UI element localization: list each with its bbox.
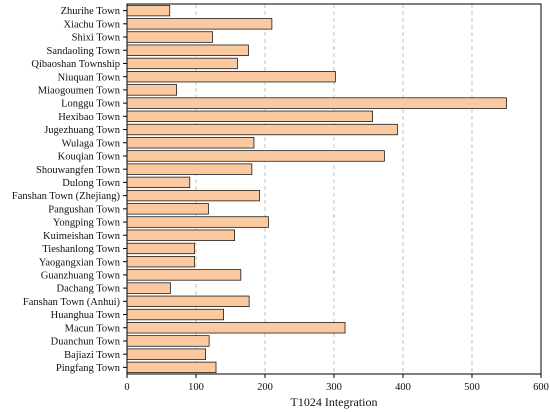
bar-8	[126, 110, 373, 122]
y-tick-label-10: Wulaga Town	[62, 138, 121, 149]
bar-15	[126, 203, 209, 215]
y-tick-label-27: Pingfang Town	[56, 363, 121, 374]
y-tick-label-26: Bajiazi Town	[64, 350, 121, 361]
y-tick-label-14: Fanshan Town (Zhejiang)	[12, 191, 121, 202]
y-tick-label-8: Hexibao Town	[58, 112, 121, 123]
x-tick-label-200: 200	[257, 382, 273, 393]
y-tick-label-9: Jugezhuang Town	[44, 125, 121, 136]
y-tick-label-23: Huanghua Town	[51, 310, 121, 321]
bar-2	[126, 31, 213, 43]
bar-0	[126, 4, 171, 17]
y-tick-label-4: Qibaoshan Township	[31, 59, 120, 70]
bar-27	[126, 361, 217, 374]
bar-21	[126, 282, 171, 294]
x-tick-label-600: 600	[533, 382, 549, 393]
y-tick-label-19: Yaogangxian Town	[39, 257, 121, 268]
y-tick-label-16: Yongping Town	[53, 218, 121, 229]
bars	[126, 4, 507, 374]
y-tick-label-15: Pangushan Town	[48, 204, 120, 215]
bar-16	[126, 216, 269, 228]
y-tick-label-18: Tieshanlong Town	[42, 244, 120, 255]
bar-11	[126, 150, 385, 162]
y-tick-label-17: Kuimeishan Town	[43, 231, 121, 242]
x-tick-label-100: 100	[188, 382, 204, 393]
y-tick-label-3: Sandaoling Town	[47, 46, 121, 57]
bar-6	[126, 84, 178, 96]
y-tick-label-20: Guanzhuang Town	[41, 270, 121, 281]
y-tick-label-25: Duanchun Town	[51, 337, 121, 348]
bar-20	[126, 269, 242, 281]
bar-12	[126, 163, 253, 175]
y-tick-label-12: Shouwangfen Town	[36, 165, 121, 176]
x-tick-label-500: 500	[464, 382, 480, 393]
y-tick-label-11: Kouqian Town	[58, 152, 121, 163]
y-tick-label-0: Zhurihe Town	[61, 6, 121, 17]
x-axis-ticks: 0 100 200 300 400 500 600	[124, 374, 549, 393]
bar-4	[126, 57, 238, 70]
y-tick-label-13: Dulong Town	[62, 178, 120, 189]
bar-24	[126, 322, 346, 334]
y-tick-label-24: Macun Town	[65, 323, 121, 334]
bar-17	[126, 229, 235, 241]
bar-10	[126, 137, 255, 149]
bar-3	[126, 44, 249, 56]
y-tick-label-1: Xiachu Town	[63, 19, 120, 30]
bar-14	[126, 189, 260, 202]
bar-19	[126, 256, 195, 268]
bar-25	[126, 335, 210, 347]
bar-9	[126, 123, 398, 136]
x-tick-label-0: 0	[124, 382, 129, 393]
x-axis-title: T1024 Integration	[291, 395, 378, 409]
bar-18	[126, 242, 195, 255]
bar-23	[126, 308, 224, 321]
bar-1	[126, 18, 273, 30]
y-tick-label-21: Dachang Town	[56, 284, 120, 295]
y-tick-label-7: Longgu Town	[61, 99, 121, 110]
bar-13	[126, 176, 191, 189]
y-axis-ticks: Zhurihe Town Xiachu Town Shixi Town Sandaol…	[12, 6, 127, 374]
y-tick-label-2: Shixi Town	[72, 33, 121, 44]
bar-7	[126, 97, 507, 109]
y-tick-label-5: Niuquan Town	[58, 72, 121, 83]
y-tick-label-6: Miaogoumen Town	[38, 85, 121, 96]
bar-5	[126, 71, 336, 83]
y-tick-label-22: Fanshan Town (Anhui)	[23, 297, 121, 308]
bar-22	[126, 295, 250, 307]
bar-26	[126, 348, 207, 360]
x-tick-label-400: 400	[395, 382, 411, 393]
x-tick-label-300: 300	[326, 382, 342, 393]
